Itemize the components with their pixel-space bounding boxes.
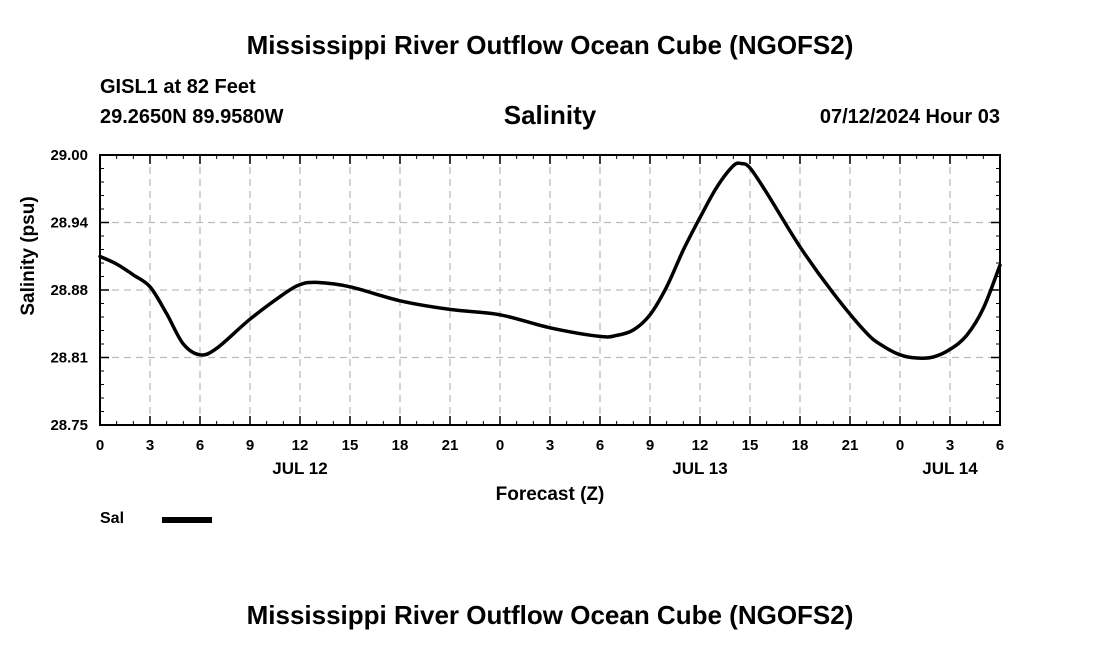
x-tick-label: 0 bbox=[96, 437, 104, 454]
y-axis-label: Salinity (psu) bbox=[18, 196, 39, 315]
x-axis-label: Forecast (Z) bbox=[496, 484, 605, 505]
x-tick-label: 15 bbox=[742, 437, 759, 454]
y-tick-label: 28.88 bbox=[50, 282, 88, 299]
day-label: JUL 12 bbox=[272, 459, 327, 478]
grid bbox=[100, 155, 1000, 425]
y-tick-label: 28.75 bbox=[50, 417, 88, 434]
x-tick-label: 12 bbox=[692, 437, 709, 454]
y-tick-label: 28.94 bbox=[50, 215, 88, 232]
x-tick-label: 9 bbox=[246, 437, 254, 454]
x-tick-label: 6 bbox=[996, 437, 1004, 454]
x-tick-label: 21 bbox=[442, 437, 459, 454]
forecast-time: 07/12/2024 Hour 03 bbox=[819, 106, 1000, 128]
x-tick-label: 0 bbox=[896, 437, 904, 454]
x-tick-label: 9 bbox=[646, 437, 654, 454]
x-tick-label: 15 bbox=[342, 437, 359, 454]
x-tick-label: 6 bbox=[596, 437, 604, 454]
station-coordinates: 29.2650N 89.9580W bbox=[100, 106, 284, 128]
chart-title: Salinity bbox=[503, 100, 597, 130]
x-tick-label: 18 bbox=[392, 437, 409, 454]
legend-label-sal: Sal bbox=[100, 510, 125, 527]
x-tick-label: 21 bbox=[842, 437, 859, 454]
footer-title: Mississippi River Outflow Ocean Cube (NG… bbox=[246, 600, 854, 630]
day-label: JUL 13 bbox=[672, 459, 727, 478]
x-tick-label: 0 bbox=[496, 437, 504, 454]
legend-line-sal bbox=[162, 517, 212, 523]
plot-frame bbox=[99, 154, 1001, 426]
station-label: GISL1 at 82 Feet bbox=[100, 76, 256, 98]
y-tick-label: 29.00 bbox=[50, 147, 88, 164]
x-tick-label: 3 bbox=[546, 437, 554, 454]
x-tick-label: 12 bbox=[292, 437, 309, 454]
series-line-sal bbox=[98, 161, 1002, 360]
y-tick-label: 28.81 bbox=[50, 350, 88, 367]
x-tick-label: 3 bbox=[946, 437, 954, 454]
axis-labels: 0 3 6 9 12 15 18 21 0 3 6 9 12 15 18 21 0 3 6 28.75 28.81 28.… bbox=[50, 147, 1004, 478]
x-tick-label: 3 bbox=[146, 437, 154, 454]
day-label: JUL 14 bbox=[922, 459, 978, 478]
main-title: Mississippi River Outflow Ocean Cube (NG… bbox=[246, 30, 854, 60]
x-tick-label: 6 bbox=[196, 437, 204, 454]
x-tick-label: 18 bbox=[792, 437, 809, 454]
